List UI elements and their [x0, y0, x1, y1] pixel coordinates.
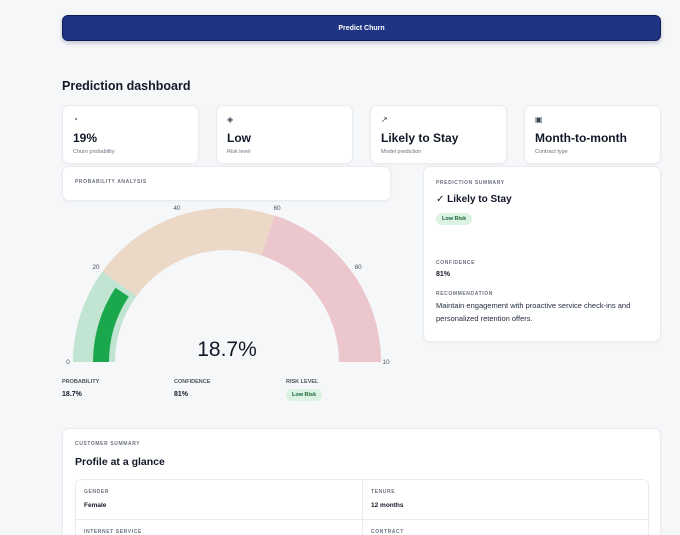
- section-heading: PREDICTION SUMMARY: [436, 180, 505, 186]
- customer-summary-card: CUSTOMER SUMMARY Profile at a glance GEN…: [62, 428, 661, 535]
- field-value: Female: [84, 502, 107, 509]
- probability-gauge: 0 20 40 60 80 10 18.7%: [62, 200, 392, 372]
- gauge-value-text: 18.7%: [197, 338, 257, 361]
- gauge-band-2: [261, 215, 381, 362]
- section-heading: CUSTOMER SUMMARY: [75, 441, 141, 447]
- kpi-card-model-prediction: ↗ Likely to Stay Model prediction: [370, 105, 507, 164]
- section-heading: PROBABILITY ANALYSIS: [75, 179, 147, 185]
- confidence-label: CONFIDENCE: [174, 379, 211, 385]
- gauge-value-arc: [93, 287, 129, 362]
- gauge-tick-label: 60: [273, 205, 281, 212]
- gauge-tick-label: 40: [173, 205, 181, 212]
- profile-field-contract: CONTRACT: [363, 520, 649, 535]
- profile-title: Profile at a glance: [75, 456, 165, 468]
- prediction-result: ✓ Likely to Stay: [436, 194, 512, 205]
- gauge-tick-label: 20: [92, 264, 100, 271]
- risk-level-label: RISK LEVEL: [286, 379, 319, 385]
- confidence-label: CONFIDENCE: [436, 260, 476, 266]
- profile-grid: GENDER Female TENURE 12 months INTERNET …: [75, 479, 649, 535]
- field-value: 12 months: [371, 502, 404, 509]
- gauge-band-1: [102, 208, 275, 297]
- kpi-value: 19%: [73, 131, 98, 145]
- gauge-tick-label: 0: [66, 359, 70, 366]
- kpi-value: Month-to-month: [535, 131, 627, 145]
- document-icon: ▣: [535, 115, 543, 124]
- gauge-tick-label: 80: [354, 264, 362, 271]
- gauge-tick-label: 10: [382, 359, 390, 366]
- profile-field-internet-service: INTERNET SERVICE: [76, 520, 363, 535]
- status-badge: Low Risk: [436, 213, 473, 225]
- kpi-card-contract-type: ▣ Month-to-month Contract type: [524, 105, 661, 164]
- pie-chart-icon: ◔: [73, 115, 78, 124]
- trend-arrow-icon: ↗: [381, 115, 388, 124]
- recommendation-label: RECOMMENDATION: [436, 291, 493, 297]
- gauge-svg: 0 20 40 60 80 10 18.7%: [66, 205, 390, 366]
- profile-field-gender: GENDER Female: [76, 480, 363, 520]
- diamond-icon: ◈: [227, 115, 234, 124]
- kpi-value: Likely to Stay: [381, 131, 459, 145]
- kpi-card-risk-level: ◈ Low Risk level: [216, 105, 353, 164]
- probability-label: PROBABILITY: [62, 379, 100, 385]
- recommendation-text: Maintain engagement with proactive servi…: [436, 301, 631, 323]
- kpi-card-churn-probability: ◔ 19% Churn probability: [62, 105, 199, 164]
- risk-level-badge: Low Risk: [286, 389, 323, 401]
- predict-churn-button[interactable]: Predict Churn: [62, 15, 661, 41]
- field-label: INTERNET SERVICE: [84, 529, 142, 535]
- page-title: Prediction dashboard: [62, 79, 191, 93]
- probability-value: 18.7%: [62, 391, 82, 398]
- kpi-label: Risk level: [227, 149, 251, 155]
- prediction-summary-card: PREDICTION SUMMARY ✓ Likely to Stay Low …: [423, 166, 661, 342]
- kpi-label: Model prediction: [381, 149, 422, 155]
- field-label: CONTRACT: [371, 529, 404, 535]
- probability-analysis-header: PROBABILITY ANALYSIS: [62, 166, 391, 201]
- kpi-label: Churn probability: [73, 149, 115, 155]
- confidence-value: 81%: [174, 391, 189, 398]
- kpi-label: Contract type: [535, 149, 568, 155]
- profile-field-tenure: TENURE 12 months: [363, 480, 649, 520]
- kpi-value: Low: [227, 131, 251, 145]
- confidence-value: 81%: [436, 271, 451, 278]
- field-label: TENURE: [371, 489, 396, 495]
- field-label: GENDER: [84, 489, 109, 495]
